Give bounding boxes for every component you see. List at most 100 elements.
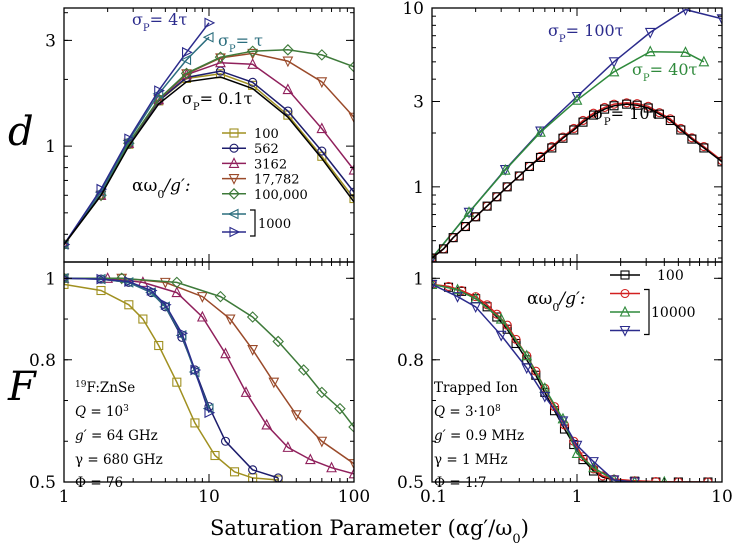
info-block-trapped-ion: Trapped Ion Q = 3·108 g′ = 0.9 MHz γ = 1…: [434, 380, 524, 491]
data-point-4-5: [214, 51, 227, 63]
y-tick-label: 0.5: [397, 473, 424, 493]
data-point-0-5: [608, 57, 620, 69]
data-point-3-21: [654, 109, 664, 119]
data-point-1-4: [571, 94, 583, 105]
data-point-3-7: [290, 410, 302, 422]
panel-bottom-right: 0.1 1 10 0.5 0.8 1: [397, 261, 733, 507]
x-tick-label: 1: [59, 487, 70, 507]
data-point-0-2: [124, 300, 134, 310]
data-point-0-4: [154, 340, 164, 351]
data-point-6-5: [177, 327, 189, 339]
data-point-4-9: [348, 421, 354, 433]
y-tick-label: 3: [413, 93, 424, 113]
legend-swatch-marker: [620, 288, 630, 299]
y-tick-label: 1: [45, 137, 56, 157]
data-point-3-18: [622, 99, 632, 109]
data-point-0-5: [172, 377, 182, 387]
info-phi: Φ = 1.7: [434, 475, 486, 491]
data-point-3-17: [609, 101, 619, 111]
data-point-3-9: [524, 161, 535, 172]
y-tick-label: 1: [413, 269, 424, 289]
x-axis-label: Saturation Parameter (αg′/ω0): [210, 516, 529, 547]
data-point-0-5: [492, 312, 502, 322]
info-title: Trapped Ion: [434, 380, 518, 396]
data-point-3-7: [502, 182, 512, 192]
legend-swatch-marker: [229, 128, 239, 138]
info-phi: Φ = 76: [75, 475, 123, 491]
legend-bottom-right: 100 10000: [610, 268, 696, 337]
data-point-4-3: [214, 290, 227, 303]
data-point-0-7: [210, 450, 220, 461]
data-point-2-6: [240, 386, 252, 397]
data-point-4-0: [64, 238, 70, 251]
annotation-sigma-40tau: σP= 40τ: [632, 60, 698, 84]
data-point-3-15: [588, 110, 599, 120]
legend-swatch-marker: [228, 157, 240, 168]
series-line-0: [64, 283, 279, 481]
data-point-1-8: [698, 55, 710, 67]
data-point-3-10: [535, 152, 546, 163]
row-label-d: d: [8, 109, 34, 155]
data-point-3-9: [348, 112, 354, 124]
annotation-sigma-4tau: σP= 4τ: [132, 10, 187, 34]
info-g: g′ = 0.9 MHz: [434, 428, 524, 444]
data-point-0-0: [64, 279, 69, 289]
data-point-3-4: [181, 69, 192, 81]
data-point-5-5: [202, 31, 214, 43]
data-point-1-9: [531, 366, 541, 376]
data-point-1-9: [248, 465, 258, 475]
series-group: [432, 8, 722, 262]
data-point-1-8: [317, 146, 327, 156]
data-point-4-7: [316, 386, 328, 399]
data-point-3-8: [514, 171, 524, 181]
data-point-3-8: [316, 436, 328, 448]
data-point-6-4: [181, 46, 193, 58]
data-point-6-2: [124, 276, 136, 287]
legend-swatch-marker: [229, 226, 241, 238]
data-point-3-6: [492, 192, 502, 202]
data-point-3-8: [316, 77, 328, 89]
data-point-1-8: [220, 436, 231, 446]
data-point-0-8: [716, 14, 722, 26]
data-point-1-5: [608, 65, 620, 77]
data-point-4-0: [64, 272, 70, 285]
data-point-4-8: [334, 402, 346, 415]
data-point-0-8: [229, 467, 240, 477]
y-tick-label: 0.5: [29, 473, 56, 493]
data-point-2-6: [247, 58, 259, 69]
data-point-2-4: [521, 349, 533, 361]
data-point-3-14: [578, 117, 588, 127]
info-g: g′ = 64 GHz: [75, 428, 158, 444]
series-line-3: [432, 103, 722, 259]
data-point-2-8: [588, 461, 599, 473]
panel-bottom-left: 1 10 100 0.5 0.8 1: [29, 261, 370, 507]
y-tick-label: 10: [402, 0, 424, 19]
data-point-0-7: [681, 8, 690, 16]
annotation-sigma-tau: σP= τ: [218, 31, 263, 55]
legend-title-bottom-right: αω0/g′:: [527, 289, 586, 314]
data-point-3-1: [438, 244, 449, 254]
data-point-3-4: [521, 363, 533, 375]
data-point-2-9: [304, 453, 316, 465]
data-point-3-22: [665, 115, 675, 126]
legend-label: 100: [254, 127, 279, 142]
data-point-1-9: [349, 187, 354, 197]
data-point-3-5: [482, 201, 492, 211]
legend-label: 562: [254, 142, 279, 157]
x-tick-label: 0.1: [420, 487, 447, 507]
legend-swatch-marker: [620, 270, 630, 280]
data-point-6-1: [96, 273, 108, 285]
y-tick-label: 0.8: [29, 351, 56, 371]
row-label-F: F: [7, 364, 37, 410]
legend-label: 100: [657, 268, 684, 284]
data-point-1-6: [644, 45, 656, 57]
annotation-sigma-100tau: σP= 100τ: [548, 21, 624, 45]
data-point-0-9: [349, 193, 354, 204]
data-point-4-8: [316, 49, 328, 61]
x-tick-label: 1: [572, 487, 583, 507]
data-point-6-6: [190, 364, 202, 376]
data-point-2-4: [196, 310, 208, 322]
data-point-3-13: [569, 125, 579, 135]
data-point-6-5: [204, 17, 216, 29]
legend-label: 100,000: [254, 188, 308, 203]
